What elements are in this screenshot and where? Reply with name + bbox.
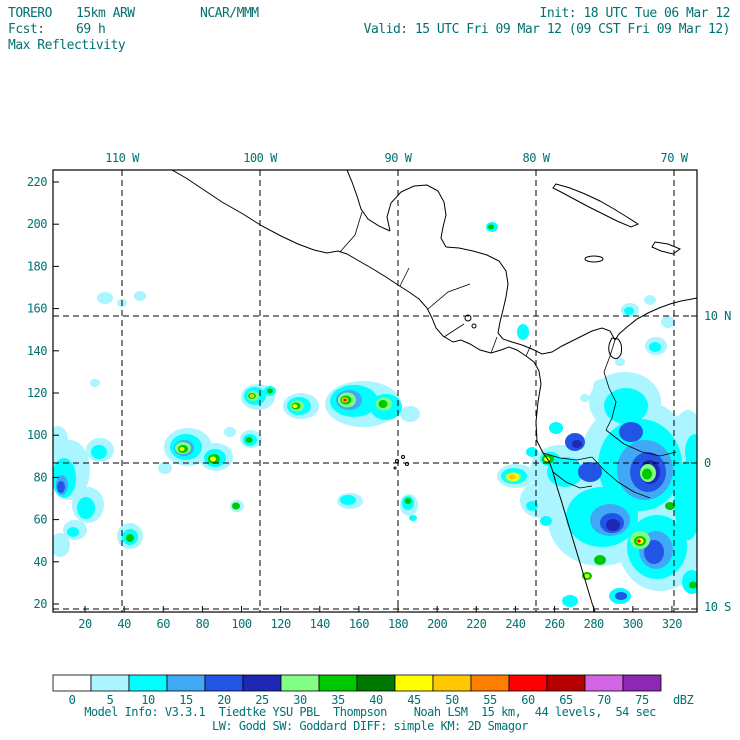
model-info-line1: Model Info: V3.3.1 Tiedtke YSU PBL Thomp…	[84, 705, 656, 719]
svg-text:70: 70	[597, 693, 611, 707]
latlon-gridlines	[53, 170, 697, 612]
svg-text:220: 220	[466, 617, 486, 631]
svg-text:90 W: 90 W	[385, 151, 413, 165]
svg-text:10 N: 10 N	[704, 309, 731, 323]
svg-text:120: 120	[271, 617, 291, 631]
svg-text:0: 0	[69, 693, 76, 707]
svg-text:260: 260	[544, 617, 564, 631]
coastlines	[171, 170, 697, 612]
svg-text:20: 20	[217, 693, 231, 707]
fcst-hour: 69 h	[76, 22, 106, 37]
reflectivity-field	[53, 222, 697, 607]
svg-text:dBZ: dBZ	[673, 693, 693, 707]
svg-text:50: 50	[445, 693, 459, 707]
svg-text:100 W: 100 W	[243, 151, 278, 165]
svg-text:160: 160	[27, 302, 47, 316]
model-info-line2: LW: Godd SW: Goddard DIFF: simple KM: 2D…	[211, 719, 529, 733]
svg-text:40: 40	[369, 693, 383, 707]
svg-text:180: 180	[388, 617, 408, 631]
colorbar: 0 5 10 15 20 25 30 35 40 45 50 55 60 65 70 75 dBZ	[52, 674, 694, 707]
svg-text:300: 300	[623, 617, 643, 631]
svg-text:10 S: 10 S	[704, 600, 731, 614]
svg-text:60: 60	[521, 693, 535, 707]
svg-text:280: 280	[584, 617, 604, 631]
svg-text:0: 0	[704, 456, 711, 470]
svg-text:320: 320	[662, 617, 682, 631]
svg-text:10: 10	[141, 693, 155, 707]
svg-text:30: 30	[293, 693, 307, 707]
svg-text:35: 35	[331, 693, 345, 707]
svg-text:5: 5	[107, 693, 114, 707]
init-time: Init: 18 UTC Tue 06 Mar 12	[539, 6, 731, 21]
model-name: TORERO	[8, 6, 52, 21]
svg-text:60: 60	[34, 513, 48, 527]
svg-text:75: 75	[635, 693, 649, 707]
svg-text:20: 20	[78, 617, 92, 631]
svg-text:80: 80	[196, 617, 210, 631]
svg-text:220: 220	[27, 175, 47, 189]
svg-text:60: 60	[157, 617, 171, 631]
svg-text:55: 55	[483, 693, 497, 707]
svg-text:140: 140	[27, 344, 47, 358]
field-title: Max Reflectivity	[8, 38, 126, 53]
svg-text:100: 100	[231, 617, 251, 631]
map-frame	[52, 169, 698, 613]
svg-text:25: 25	[255, 693, 269, 707]
model-resolution: 15km ARW	[76, 6, 135, 21]
svg-text:110 W: 110 W	[105, 151, 140, 165]
svg-text:15: 15	[179, 693, 193, 707]
svg-text:120: 120	[27, 386, 47, 400]
axis-labels: 110 W 100 W 90 W 80 W 70 W 10 N 0 10 S 220 200 180…	[27, 151, 732, 631]
svg-text:40: 40	[34, 555, 48, 569]
svg-text:70 W: 70 W	[661, 151, 689, 165]
fcst-label: Fcst:	[8, 22, 45, 37]
model-center: NCAR/MMM	[200, 6, 259, 21]
svg-text:100: 100	[27, 428, 47, 442]
svg-text:240: 240	[505, 617, 525, 631]
svg-text:200: 200	[27, 217, 47, 231]
svg-text:20: 20	[34, 597, 48, 611]
svg-text:80: 80	[34, 470, 48, 484]
valid-time: Valid: 15 UTC Fri 09 Mar 12 (09 CST Fri …	[363, 22, 731, 37]
svg-text:140: 140	[310, 617, 330, 631]
svg-text:160: 160	[349, 617, 369, 631]
svg-text:200: 200	[427, 617, 447, 631]
svg-text:45: 45	[407, 693, 421, 707]
svg-text:80 W: 80 W	[523, 151, 551, 165]
svg-text:65: 65	[559, 693, 573, 707]
svg-text:40: 40	[117, 617, 131, 631]
svg-text:180: 180	[27, 259, 47, 273]
